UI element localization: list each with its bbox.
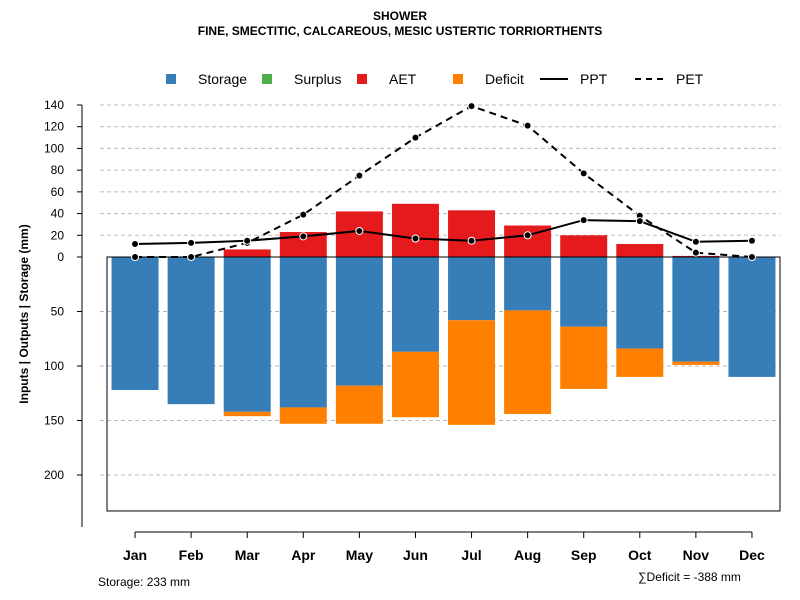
bar-deficit-aug	[504, 310, 552, 414]
point-ppt-dec	[747, 236, 756, 245]
y-axis-label-unit: (mm)	[17, 224, 31, 254]
bar-storage-feb	[167, 257, 215, 405]
bar-storage-jan	[111, 257, 159, 390]
bar-deficit-apr	[279, 407, 327, 424]
point-pet-may	[355, 171, 364, 180]
y-tick-label-lower-50: 50	[51, 305, 65, 319]
legend-label-storage: Storage	[198, 71, 248, 87]
y-tick-label-upper-100: 100	[44, 141, 64, 155]
point-ppt-jul	[467, 236, 476, 245]
legend-label-aet: AET	[389, 71, 417, 87]
bar-deficit-sep	[560, 326, 608, 389]
bar-aet-jul	[448, 210, 496, 257]
bar-storage-aug	[504, 257, 552, 311]
x-tick-label-aug: Aug	[514, 547, 541, 563]
x-tick-label-dec: Dec	[739, 547, 765, 563]
legend-swatch-aet	[357, 74, 367, 84]
bar-aet-sep	[560, 235, 608, 257]
chart-subtitle: FINE, SMECTITIC, CALCAREOUS, MESIC USTER…	[197, 24, 603, 38]
series-line-pet	[135, 104, 753, 258]
point-ppt-may	[355, 226, 364, 235]
bar-storage-dec	[728, 257, 776, 377]
legend-label-ppt: PPT	[580, 71, 608, 87]
y-tick-label-lower-200: 200	[44, 468, 64, 482]
point-pet-feb	[187, 253, 196, 261]
legend-label-surplus: Surplus	[294, 71, 342, 87]
point-pet-dec	[747, 253, 756, 261]
bar-deficit-mar	[223, 411, 271, 417]
bar-aet-jun	[391, 203, 439, 257]
x-tick-label-sep: Sep	[571, 547, 597, 563]
bar-storage-jul	[448, 257, 496, 321]
point-pet-nov	[691, 248, 700, 257]
y-tick-label-upper-60: 60	[51, 185, 65, 199]
bar-aet-mar	[223, 249, 271, 257]
x-tick-label-may: May	[346, 547, 373, 563]
point-ppt-mar	[243, 236, 252, 245]
y-axis-label-text: Inputs | Outputs | Storage	[17, 256, 31, 404]
y-tick-label-lower-100: 100	[44, 359, 64, 373]
bar-deficit-may	[335, 385, 383, 424]
bar-storage-apr	[279, 257, 327, 408]
legend-swatch-storage	[166, 74, 176, 84]
point-ppt-sep	[579, 216, 588, 225]
point-pet-apr	[299, 210, 308, 219]
x-tick-label-jun: Jun	[403, 547, 428, 563]
bar-storage-mar	[223, 257, 271, 412]
point-ppt-aug	[523, 231, 532, 240]
bar-storage-jun	[391, 257, 439, 352]
legend-swatch-deficit	[453, 74, 463, 84]
legend-line-pet	[635, 78, 663, 80]
y-tick-label-upper-40: 40	[51, 207, 65, 221]
bar-aet-oct	[616, 243, 664, 257]
point-ppt-oct	[635, 217, 644, 226]
point-ppt-apr	[299, 232, 308, 241]
bar-storage-oct	[616, 257, 664, 349]
bar-storage-sep	[560, 257, 608, 327]
legend-label-pet: PET	[676, 71, 704, 87]
y-tick-label-upper-80: 80	[51, 163, 65, 177]
bar-storage-nov	[672, 257, 720, 362]
bar-deficit-jul	[448, 320, 496, 425]
point-pet-aug	[523, 121, 532, 130]
y-axis-label: Inputs | Outputs | Storage (mm)	[17, 224, 31, 403]
point-ppt-nov	[691, 237, 700, 246]
x-tick-label-oct: Oct	[628, 547, 652, 563]
bar-deficit-jun	[391, 351, 439, 418]
point-ppt-jan	[131, 239, 140, 248]
deficit-note: ∑Deficit = -388 mm	[638, 570, 741, 584]
point-pet-jun	[411, 133, 420, 142]
legend-swatch-surplus	[262, 74, 272, 84]
legend-label-deficit: Deficit	[485, 71, 524, 87]
x-tick-label-nov: Nov	[683, 547, 710, 563]
point-ppt-feb	[187, 238, 196, 247]
series-line-ppt	[135, 219, 752, 245]
x-tick-label-mar: Mar	[235, 547, 260, 563]
bar-deficit-nov	[672, 361, 720, 365]
y-tick-label-lower-150: 150	[44, 414, 64, 428]
legend-line-ppt	[540, 78, 568, 80]
x-tick-label-jul: Jul	[461, 547, 481, 563]
x-tick-label-jan: Jan	[123, 547, 147, 563]
y-tick-label-upper-140: 140	[44, 98, 64, 112]
y-tick-label-upper-20: 20	[51, 228, 65, 242]
point-pet-jan	[131, 253, 140, 261]
bar-storage-may	[335, 257, 383, 386]
x-tick-label-apr: Apr	[291, 547, 316, 563]
chart-title: SHOWER	[373, 9, 427, 23]
y-tick-label-upper-120: 120	[44, 120, 64, 134]
x-tick-label-feb: Feb	[179, 547, 204, 563]
y-tick-label-upper-0: 0	[57, 250, 64, 264]
point-pet-sep	[579, 169, 588, 178]
storage-note: Storage: 233 mm	[98, 575, 191, 589]
point-ppt-jun	[411, 234, 420, 243]
bar-deficit-oct	[616, 348, 664, 377]
point-pet-jul	[467, 102, 476, 111]
